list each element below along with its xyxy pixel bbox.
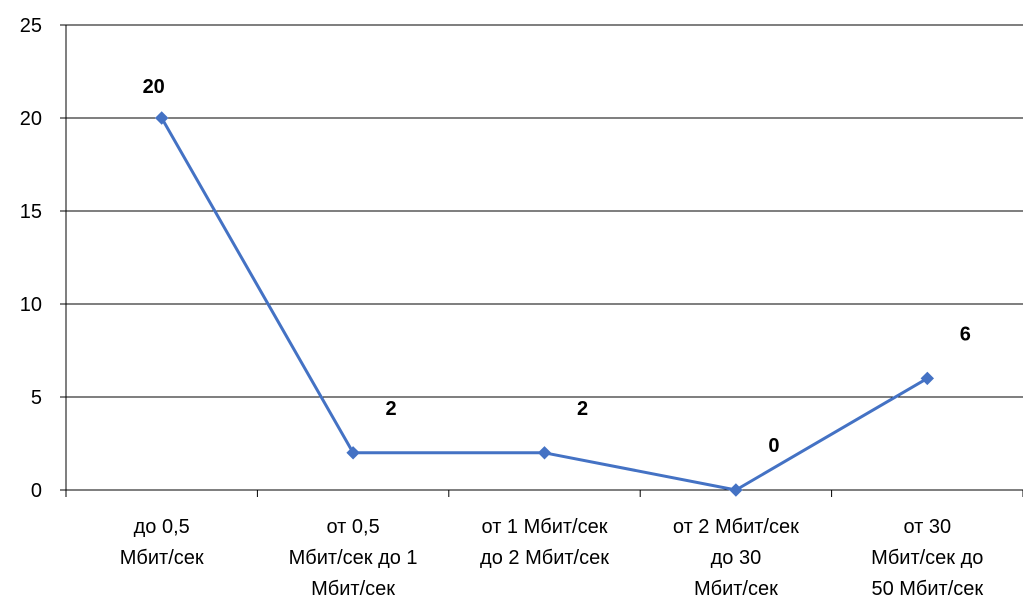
x-category-label-line: до 2 Мбит/сек [480,547,609,569]
data-label: 0 [768,435,779,457]
x-category-label: от 30 Мбит/сек до 50 Мбит/сек [871,516,983,600]
data-point-marker [346,446,360,460]
data-label: 20 [143,76,165,98]
data-point-marker [729,483,743,497]
data-point-marker [537,446,552,460]
x-category-label: от 2 Мбит/сек до 30 Мбит/сек [673,516,799,600]
data-point-marker [920,371,935,386]
y-tick-label: 25 [20,15,42,37]
data-series [154,111,935,497]
data-label: 2 [386,398,397,420]
x-category-label-line: Мбит/сек [120,547,204,569]
axes [60,24,1023,497]
data-label: 2 [577,398,588,420]
x-category-label-line: до 30 [711,547,762,569]
x-category-label: от 0,5 Мбит/сек до 1 Мбит/сек [289,516,418,600]
x-category-label: до 0,5 Мбит/сек [120,516,204,569]
y-tick-label: 10 [20,294,42,316]
y-tick-label: 15 [20,201,42,223]
x-category-label-line: Мбит/сек до 1 [289,547,418,569]
x-category-label-line: Мбит/сек до [871,547,983,569]
y-tick-label: 5 [31,387,42,409]
x-category-label-line: от 1 Мбит/сек [482,516,608,538]
x-category-label: от 1 Мбит/сек до 2 Мбит/сек [480,516,609,569]
x-category-label-line: Мбит/сек [311,578,395,600]
x-category-label-line: Мбит/сек [694,578,778,600]
data-labels: 202 206 [143,76,971,457]
data-label: 6 [960,323,971,345]
x-category-label-line: от 0,5 [326,516,379,538]
y-tick-label: 0 [31,480,42,502]
x-axis-category-labels: до 0,5 Мбит/сек от 0,5 Мбит/сек до 1 Мбит/се… [120,516,984,600]
x-category-label-line: 50 Мбит/сек [871,578,983,600]
x-category-label-line: от 2 Мбит/сек [673,516,799,538]
x-category-label-line: от 30 [903,516,951,538]
y-axis-tick-labels: 0 5 10 15 20 25 [20,15,42,502]
y-tick-label: 20 [20,108,42,130]
x-category-label-line: до 0,5 [134,516,190,538]
gridlines [66,24,1023,398]
data-point-marker [154,111,169,125]
